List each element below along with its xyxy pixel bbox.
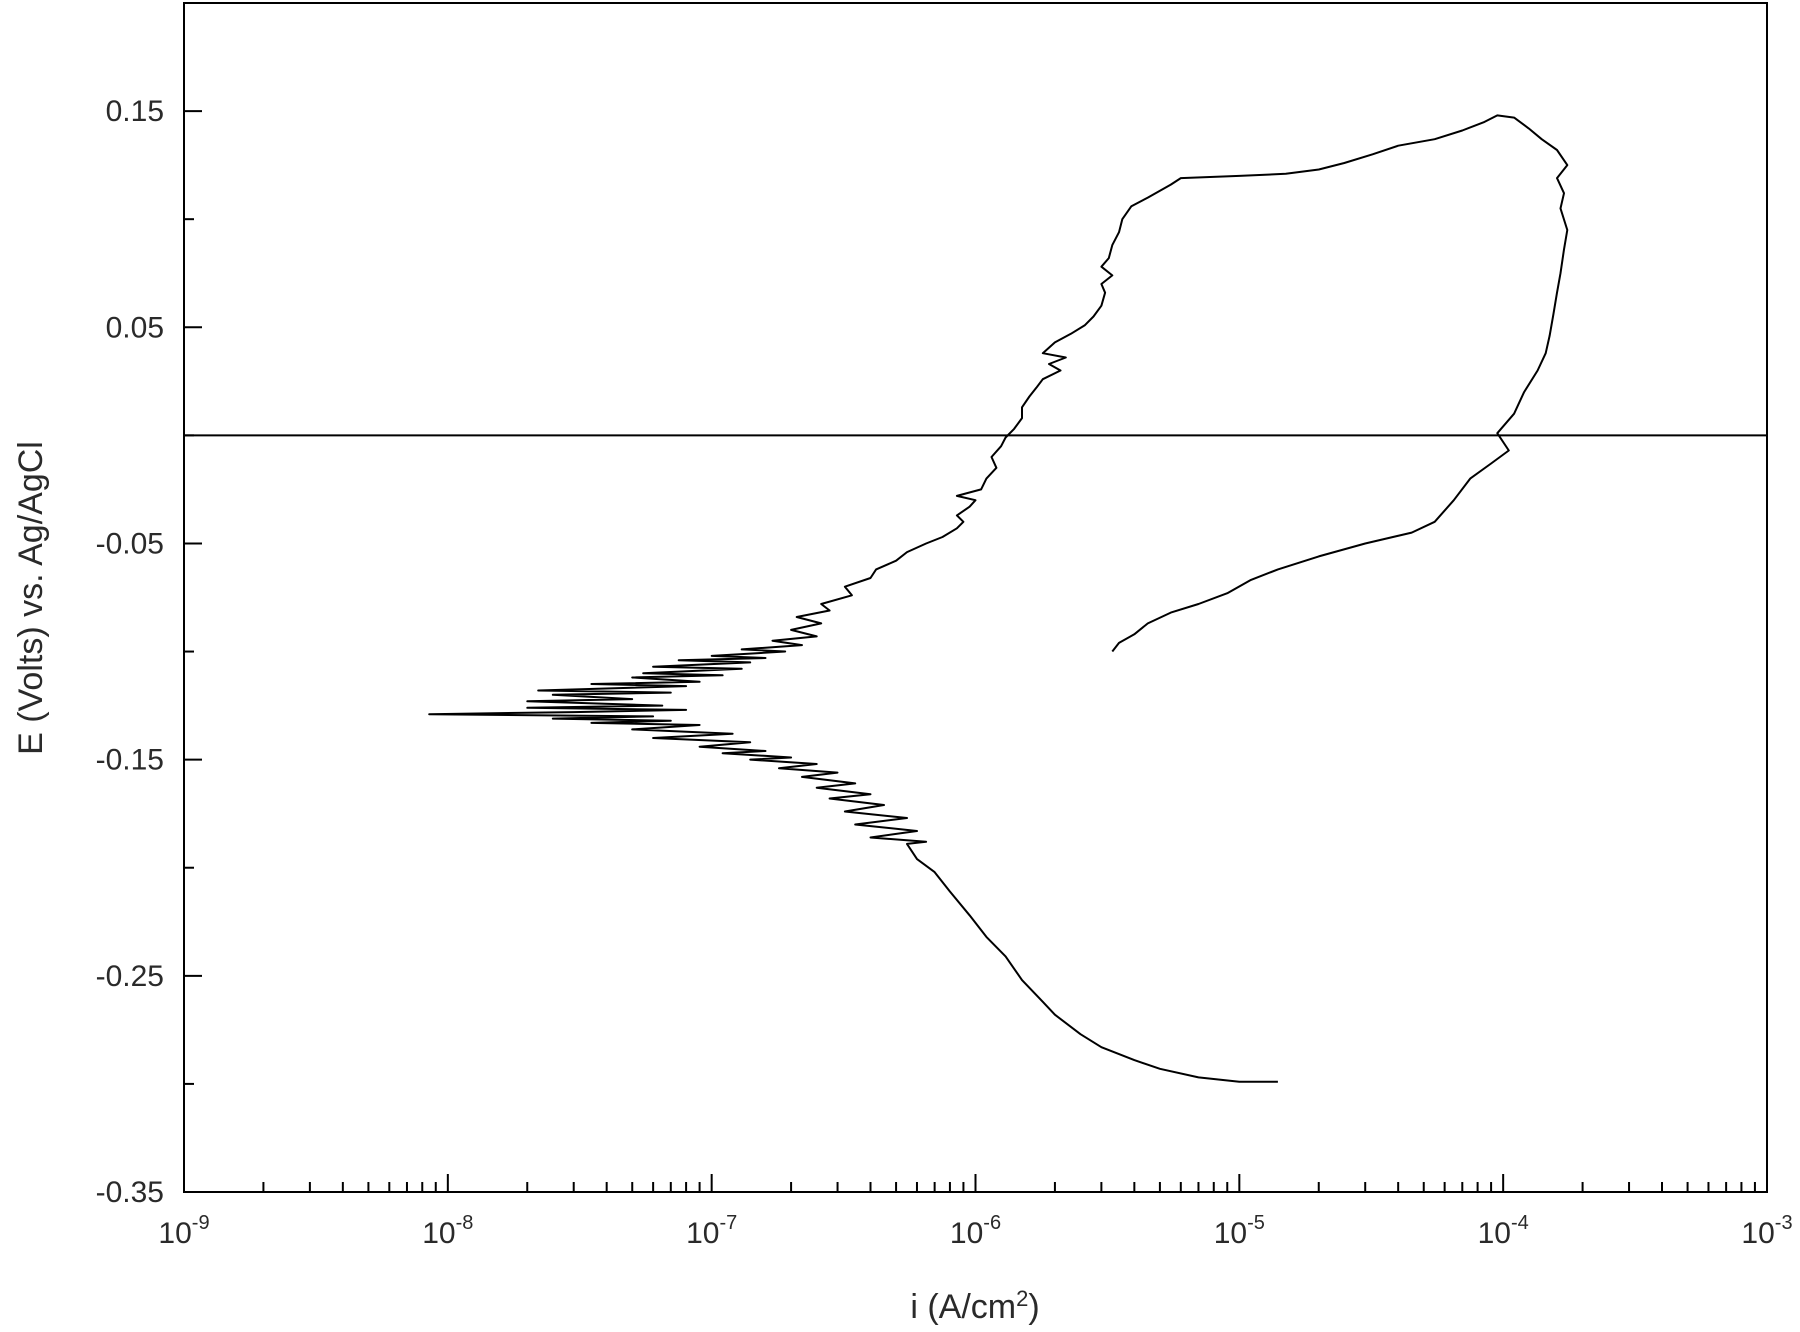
y-tick-label: 0.05 bbox=[106, 311, 164, 344]
series-layer bbox=[428, 114, 1569, 1083]
polarization-curve bbox=[428, 114, 1569, 1083]
y-tick-label: -0.25 bbox=[96, 960, 164, 993]
plot-frame bbox=[183, 2, 1768, 1193]
x-tick-label: 10-9 bbox=[158, 1212, 209, 1250]
y-tick-label: -0.05 bbox=[96, 527, 164, 560]
y-tick-label: -0.35 bbox=[96, 1176, 164, 1209]
x-tick-exponent: -4 bbox=[1511, 1212, 1529, 1234]
x-tick-label: 10-6 bbox=[950, 1212, 1001, 1250]
x-tick-label: 10-4 bbox=[1478, 1212, 1529, 1250]
x-axis-label: i (A/cm2) bbox=[910, 1286, 1039, 1327]
x-axis-tick-labels: 10-9 10-8 10-7 10-6 10-5 10-4 10-3 bbox=[158, 1212, 1792, 1250]
x-axis-ticks bbox=[183, 1174, 1756, 1192]
x-tick-exponent: -3 bbox=[1775, 1212, 1793, 1234]
y-tick-label: -0.15 bbox=[96, 744, 164, 777]
x-tick-label: 10-3 bbox=[1741, 1212, 1792, 1250]
x-tick-label: 10-8 bbox=[422, 1212, 473, 1250]
x-tick-exponent: -8 bbox=[456, 1212, 474, 1234]
x-axis-label-superscript: 2 bbox=[1016, 1286, 1028, 1311]
y-tick-label: 0.15 bbox=[106, 95, 164, 128]
x-tick-label: 10-7 bbox=[686, 1212, 737, 1250]
y-axis-tick-labels: 0.15 0.05 -0.05 -0.15 -0.25 -0.35 bbox=[96, 95, 164, 1209]
y-axis-label: E (Volts) vs. Ag/AgCl bbox=[12, 441, 50, 755]
x-tick-label: 10-5 bbox=[1214, 1212, 1265, 1250]
x-tick-exponent: -6 bbox=[983, 1212, 1001, 1234]
x-tick-exponent: -9 bbox=[192, 1212, 210, 1234]
x-tick-exponent: -7 bbox=[719, 1212, 737, 1234]
y-axis-ticks bbox=[184, 110, 202, 1193]
x-tick-exponent: -5 bbox=[1247, 1212, 1265, 1234]
